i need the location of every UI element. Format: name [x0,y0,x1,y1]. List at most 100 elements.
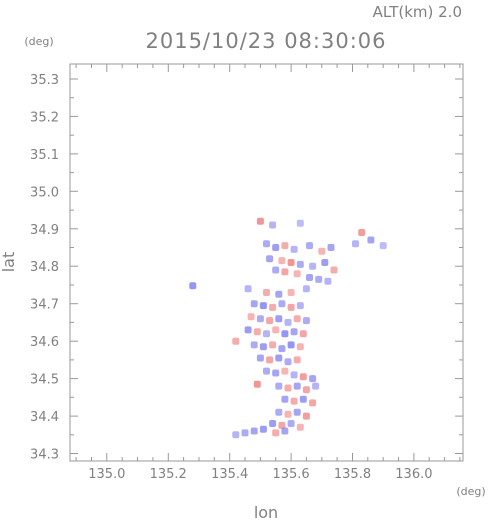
radar-cell-11 [306,242,313,250]
radar-cell-37 [287,303,295,311]
radar-cell-63 [284,358,292,366]
radar-cell-34 [259,302,267,310]
axis-ticks [70,64,463,461]
x-axis-title: lon [254,503,278,521]
radar-cell-88 [296,423,304,431]
radar-cell-35 [269,303,277,311]
y-tick-label: 35.1 [30,148,59,163]
radar-cell-43 [284,318,292,326]
radar-cell-31 [275,290,283,298]
radar-cell-82 [284,410,292,418]
radar-cell-46 [244,326,252,334]
radar-cell-62 [275,354,283,362]
y-tick-label: 35.3 [30,73,59,88]
radar-cell-79 [299,395,307,403]
radar-cell-27 [302,285,310,293]
radar-cell-65 [263,367,270,375]
radar-cell-66 [272,369,280,377]
radar-cell-29 [244,285,252,293]
radar-cell-41 [266,317,274,325]
chart-subtitle: ALT(km) 2.0 [373,3,462,21]
radar-cell-17 [296,260,304,268]
y-tick-label: 35.2 [30,110,59,125]
radar-cell-57 [278,345,286,353]
radar-cell-51 [290,328,298,336]
radar-cell-25 [315,275,323,283]
radar-cell-89 [250,427,258,435]
radar-cell-28 [189,282,197,290]
radar-cell-2 [296,219,304,227]
radar-cell-47 [253,328,261,336]
radar-cell-76 [312,382,320,390]
radar-cell-49 [272,326,280,334]
radar-cell-45 [302,317,310,325]
radar-cell-12 [318,247,326,255]
radar-cell-55 [259,343,267,351]
radar-cell-26 [324,277,332,285]
y-tick-label: 34.8 [30,260,59,275]
radar-cell-1 [269,221,277,229]
y-tick-label: 34.6 [30,335,59,350]
chart-title: 2015/10/23 08:30:06 [145,29,386,53]
radar-cell-91 [241,429,249,437]
radar-cell-30 [263,289,270,296]
radar-cell-94 [281,427,289,435]
radar-cell-85 [269,420,277,427]
radar-cell-0 [256,217,264,225]
x-unit-label: (deg) [456,485,485,498]
radar-cell-80 [309,399,317,407]
radar-cell-40 [256,315,264,323]
radar-cell-75 [302,386,310,394]
radar-cell-93 [272,429,280,437]
radar-cells [189,217,387,439]
radar-cell-74 [293,382,301,390]
radar-cell-73 [284,384,292,392]
axis-tick-labels: 135.0 135.2 135.4 135.6 135.8 136.0 34.3 34.4 34… [30,73,432,482]
radar-cell-64 [293,356,301,364]
radar-cell-33 [250,300,258,308]
y-tick-label: 34.7 [30,298,59,313]
radar-cell-86 [278,421,286,429]
x-tick-label: 135.6 [272,467,309,482]
radar-cell-53 [232,337,240,345]
x-tick-label: 135.8 [334,467,371,482]
radar-cell-4 [367,236,375,244]
radar-cell-90 [259,425,267,433]
radar-cell-59 [296,343,304,351]
radar-cell-83 [293,408,301,416]
radar-cell-68 [290,371,298,379]
radar-cell-22 [281,268,289,276]
radar-cell-9 [281,242,289,250]
radar-cell-50 [281,330,289,338]
y-tick-label: 34.9 [30,223,59,238]
y-axis-title: lat [0,252,18,273]
radar-cell-36 [278,300,286,308]
radar-cell-87 [287,420,295,427]
y-tick-label: 35.0 [30,185,59,200]
radar-cell-42 [275,315,283,323]
radar-cell-56 [269,341,277,349]
radar-cell-77 [281,395,289,403]
radar-cell-6 [379,242,387,250]
radar-cell-78 [290,397,298,405]
radar-cell-84 [302,412,310,420]
x-tick-label: 136.0 [395,467,432,482]
radar-cell-69 [299,373,307,381]
y-tick-label: 34.4 [30,410,59,425]
radar-cell-60 [256,354,264,362]
radar-cell-81 [275,408,283,416]
radar-cell-18 [309,262,317,270]
radar-cell-10 [290,245,298,253]
radar-cell-20 [330,266,338,274]
radar-cell-61 [266,356,274,364]
radar-cell-14 [266,255,274,263]
y-unit-label: (deg) [24,35,53,48]
radar-cell-39 [247,313,255,321]
radar-cell-13 [327,244,335,251]
radar-cell-8 [272,244,280,251]
x-tick-label: 135.0 [88,467,125,482]
radar-cell-15 [278,257,286,265]
x-tick-label: 135.2 [150,467,187,482]
x-tick-label: 135.4 [211,467,248,482]
radar-cell-21 [272,266,280,274]
